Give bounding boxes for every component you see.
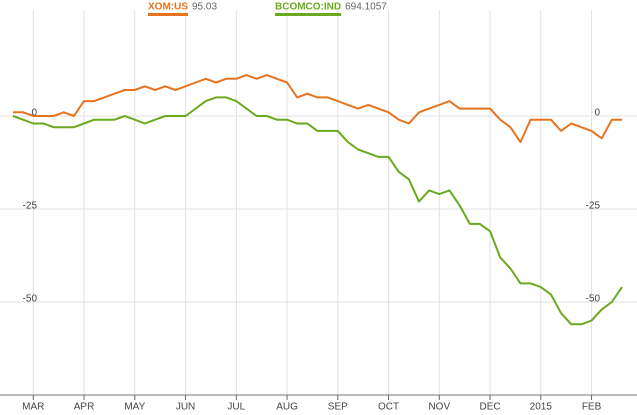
legend-value: 694.1057 <box>345 2 387 13</box>
legend-swatch <box>148 13 188 16</box>
x-tick-label: MAR <box>22 402 44 413</box>
series-line <box>12 96 623 326</box>
x-tick-label: FEB <box>582 402 602 413</box>
y-tick-label: -25 <box>23 201 38 212</box>
y-tick-label: -25 <box>586 201 601 212</box>
x-tick-label: MAY <box>124 402 145 413</box>
legend-swatch <box>275 13 342 16</box>
x-tick-label: OCT <box>378 402 399 413</box>
y-tick-label: -50 <box>23 294 38 305</box>
x-tick-label: SEP <box>328 402 348 413</box>
legend-label: BCOMCO:IND <box>275 2 341 13</box>
legend-label: XOM:US <box>148 2 188 13</box>
y-tick-label: 0 <box>594 108 600 119</box>
x-tick-label: 2015 <box>530 402 553 413</box>
series-line <box>13 74 622 144</box>
legend-value: 95.03 <box>192 2 217 13</box>
x-tick-label: APR <box>74 402 95 413</box>
legend-item: XOM:US 95.03 <box>148 2 217 16</box>
y-tick-label: 0 <box>31 108 37 119</box>
x-tick-label: AUG <box>276 402 298 413</box>
x-tick-label: DEC <box>479 402 500 413</box>
x-tick-label: JUL <box>227 402 245 413</box>
x-tick-label: JUN <box>176 402 195 413</box>
y-tick-label: -50 <box>586 294 601 305</box>
x-tick-label: NOV <box>428 402 450 413</box>
legend-item: BCOMCO:IND 694.1057 <box>275 2 387 16</box>
